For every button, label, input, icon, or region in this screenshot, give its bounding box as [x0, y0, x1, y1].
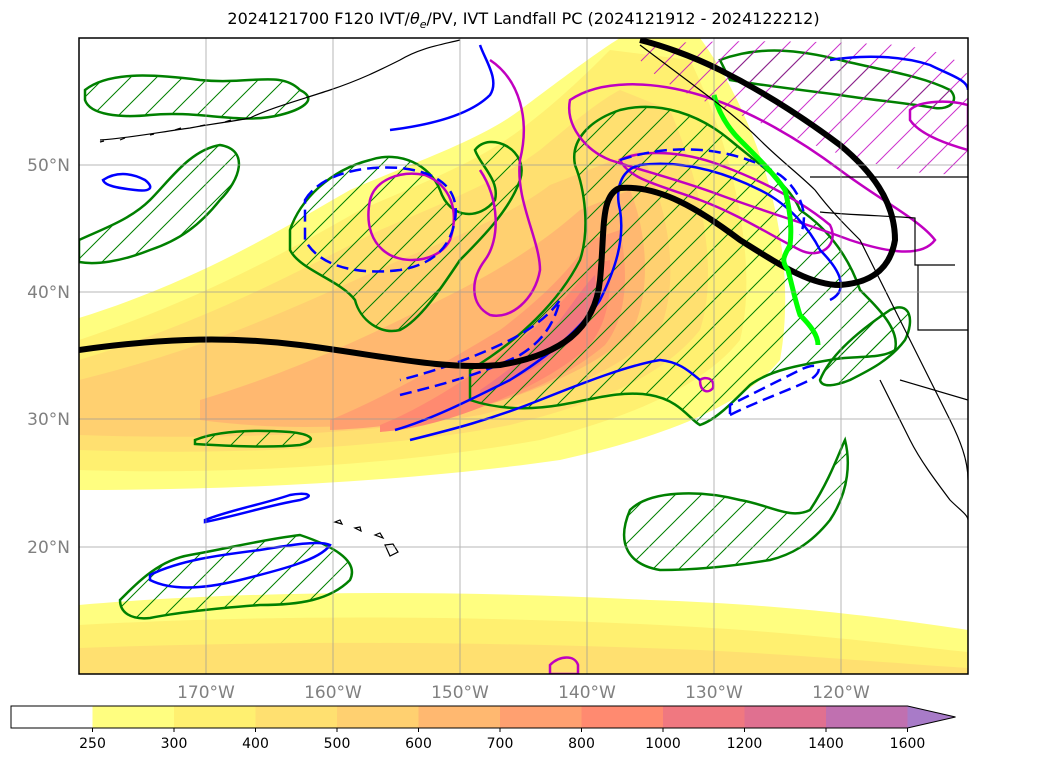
colorbar-outline	[10, 705, 956, 729]
colorbar-tick-label: 600	[405, 736, 432, 752]
colorbar-segment-7	[581, 706, 664, 728]
theta-e-west	[101, 172, 152, 192]
theta-e-solid-1	[389, 44, 495, 132]
pv-hatched-ne	[640, 41, 968, 175]
colorbar-segment-0	[11, 706, 93, 728]
ivt-pc-contour-main	[79, 38, 899, 369]
hatch-region-east	[818, 306, 912, 387]
theta-e-dashed-north	[303, 166, 458, 273]
lon-labels: 170°W 160°W 150°W 140°W 130°W 120°W	[177, 683, 870, 703]
colorbar-extension	[907, 706, 956, 728]
colorbar-tick-label: 250	[79, 736, 106, 752]
lon-label-130: 130°W	[685, 683, 743, 703]
chart-title: 2024121700 F120 IVT/θe/PV, IVT Landfall …	[0, 9, 1047, 31]
colorbar-segment-3	[255, 706, 338, 728]
title-theta: θ	[409, 9, 420, 28]
lat-label-30: 30°N	[27, 410, 70, 430]
colorbar-tick-label: 400	[242, 736, 269, 752]
colorbar-segment-4	[337, 706, 419, 728]
theta-e-south-2	[148, 541, 332, 589]
map-area	[79, 38, 968, 674]
lat-label-40: 40°N	[27, 283, 70, 303]
pv-contour-main	[473, 58, 542, 318]
theta-e-south-1	[203, 492, 310, 524]
hatch-region-south2	[622, 436, 849, 572]
colorbar-segment-2	[174, 706, 256, 728]
ivt-band-south-400	[79, 642, 968, 674]
coastline-alaska	[99, 39, 461, 141]
lon-label-150: 150°W	[431, 683, 489, 703]
hatch-region-mid	[193, 429, 313, 448]
lon-label-170: 170°W	[177, 683, 235, 703]
colorbar-segment-1	[92, 706, 175, 728]
colorbar-tick-label: 1000	[645, 736, 681, 752]
border-states	[819, 211, 968, 331]
colorbar-tick-label: 1400	[808, 736, 844, 752]
aleutian-islands	[99, 119, 232, 143]
title-sub: e	[419, 18, 427, 32]
hawaii-islands	[333, 519, 399, 557]
hatch-region-west	[79, 143, 240, 265]
title-suffix: /PV, IVT Landfall PC (2024121912 - 20241…	[426, 9, 820, 28]
pv-contour-small	[698, 376, 715, 393]
lon-label-120: 120°W	[812, 683, 870, 703]
colorbar-tick-label: 500	[324, 736, 351, 752]
theta-e-dashed-se	[728, 364, 820, 418]
hatch-region-south1	[118, 533, 354, 620]
colorbar-segment-9	[744, 706, 827, 728]
coastlines	[99, 39, 968, 557]
colorbar-segment-6	[500, 706, 582, 728]
colorbar: 250 300 400 500 600 700 800 1000 1200 1400 1600	[10, 705, 956, 752]
landfall-line	[711, 94, 821, 346]
colorbar-tick-label: 700	[487, 736, 514, 752]
hatch-region-nw	[83, 74, 310, 120]
colorbar-segment-5	[418, 706, 501, 728]
lon-label-160: 160°W	[304, 683, 362, 703]
colorbar-segment-8	[663, 706, 745, 728]
title-prefix: 2024121700 F120 IVT/	[227, 9, 410, 28]
gridlines	[79, 38, 968, 674]
pv-contour-inner	[618, 151, 834, 255]
border-mexico	[899, 379, 968, 401]
coastline-bc	[639, 44, 968, 481]
lat-label-50: 50°N	[27, 156, 70, 176]
map-frame	[78, 37, 969, 675]
theta-e-ne	[829, 55, 968, 91]
colorbar-segment-10	[826, 706, 908, 728]
colorbar-tick-label: 1200	[727, 736, 763, 752]
lat-labels: 50°N 40°N 30°N 20°N	[27, 156, 70, 558]
lat-label-20: 20°N	[27, 538, 70, 558]
lon-label-140: 140°W	[558, 683, 616, 703]
pv-contour-nw	[367, 172, 455, 262]
colorbar-tick-label: 800	[568, 736, 595, 752]
colorbar-tick-label: 300	[161, 736, 188, 752]
colorbar-tick-label: 1600	[890, 736, 926, 752]
hatch-region-center	[288, 140, 523, 333]
coastline-baja	[879, 379, 968, 521]
pv-contour-south	[548, 656, 580, 674]
theta-e-dashed-mid	[399, 299, 562, 397]
